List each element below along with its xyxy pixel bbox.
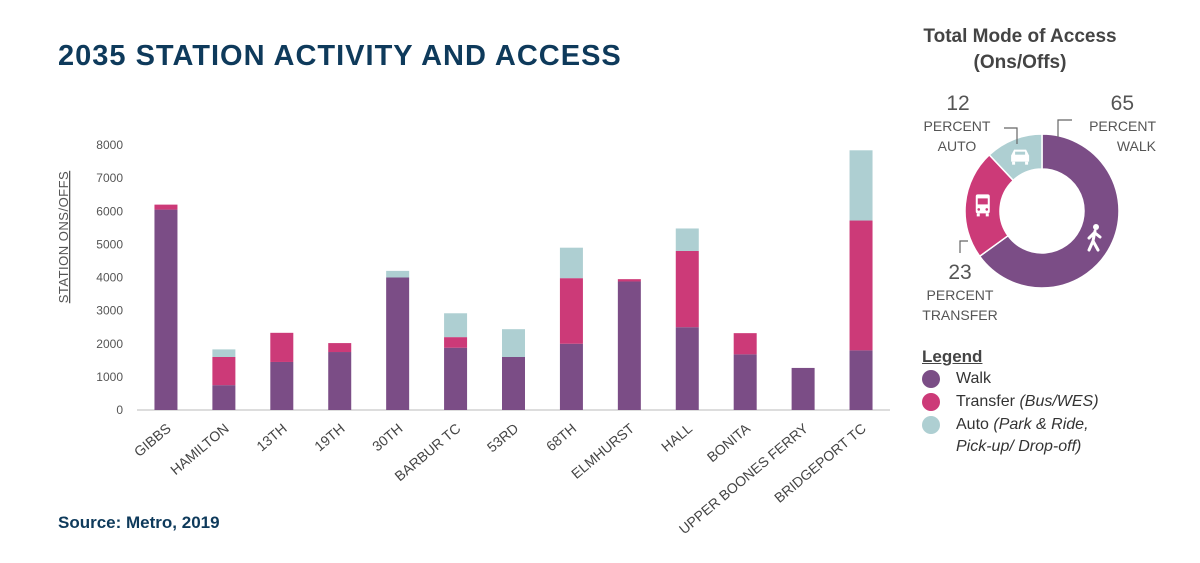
bar-walk xyxy=(270,361,294,410)
transfer-callout-line2: TRANSFER xyxy=(922,307,997,323)
bar-walk xyxy=(328,352,352,410)
bar-walk xyxy=(386,277,410,410)
auto-callout-value: 12 xyxy=(946,92,969,115)
donut-subtitle: (Ons/Offs) xyxy=(973,52,1067,73)
y-tick-label: 3000 xyxy=(96,304,123,318)
bar-transfer xyxy=(154,204,178,210)
bar-walk xyxy=(444,347,468,410)
car-icon xyxy=(1011,149,1030,165)
legend-swatch-walk xyxy=(922,370,940,388)
y-tick-label: 0 xyxy=(116,403,123,417)
legend-item-walk: Walk xyxy=(922,368,1099,390)
bar-transfer xyxy=(849,220,873,351)
walk-icon xyxy=(1087,224,1102,252)
y-tick-label: 4000 xyxy=(96,271,123,285)
y-tick-label: 5000 xyxy=(96,237,123,251)
donut-title-main: Total Mode of Access xyxy=(923,26,1117,47)
legend-label-auto: Auto xyxy=(956,416,989,433)
legend-note-auto: (Park & Ride, xyxy=(993,416,1089,433)
bar-walk xyxy=(791,367,815,410)
walk-callout-value: 65 xyxy=(1111,92,1134,115)
legend-item-transfer: Transfer (Bus/WES) xyxy=(922,391,1099,413)
x-tick-label: 19TH xyxy=(311,420,348,454)
bar-walk xyxy=(212,385,236,410)
stacked-bar-chart: 0 1000 2000 3000 4000 5000 6000 7000 8000 STATION… xyxy=(56,138,890,537)
legend-swatch-auto xyxy=(922,416,940,434)
bar-transfer xyxy=(444,337,468,348)
y-tick-label: 6000 xyxy=(96,204,123,218)
x-tick-label: 13TH xyxy=(253,420,290,454)
walk-callout-line2: WALK xyxy=(1117,138,1157,154)
source-note: Source: Metro, 2019 xyxy=(58,513,220,532)
transfer-callout-line1: PERCENT xyxy=(927,287,994,303)
bar-walk xyxy=(154,209,178,410)
bar-transfer xyxy=(617,279,641,282)
y-tick-label: 1000 xyxy=(96,370,123,384)
transfer-callout-value: 23 xyxy=(948,261,971,284)
legend-title: Legend xyxy=(922,347,983,366)
legend-swatch-transfer xyxy=(922,393,940,411)
bus-icon xyxy=(975,194,990,217)
x-tick-label: HALL xyxy=(658,420,695,455)
bar-auto xyxy=(559,247,583,279)
bar-walk xyxy=(617,281,641,410)
bar-auto xyxy=(849,150,873,221)
bar-auto xyxy=(444,313,468,338)
y-tick-label: 8000 xyxy=(96,138,123,152)
x-tick-label: HAMILTON xyxy=(167,420,232,478)
bar-transfer xyxy=(559,278,583,344)
bar-transfer xyxy=(270,332,294,362)
x-tick-label: 68TH xyxy=(543,420,580,454)
bar-walk xyxy=(733,354,757,410)
donut-title: Total Mode of Access (Ons/Offs) xyxy=(905,24,1135,76)
transfer-leader-line xyxy=(959,240,968,253)
bar-walk xyxy=(849,350,873,410)
y-tick-label: 2000 xyxy=(96,337,123,351)
bar-auto xyxy=(212,349,236,357)
legend-note-transfer: (Bus/WES) xyxy=(1019,393,1099,410)
bar-auto xyxy=(502,329,525,357)
x-tick-label: 30TH xyxy=(369,420,406,454)
donut-slice-walk xyxy=(978,133,1120,289)
y-tick-label: 7000 xyxy=(96,171,123,185)
auto-leader-line xyxy=(1004,127,1018,144)
bar-auto xyxy=(675,228,699,251)
x-tick-label: BONITA xyxy=(704,420,754,466)
auto-callout-line1: PERCENT xyxy=(924,118,991,134)
page-title: 2035 STATION ACTIVITY AND ACCESS xyxy=(58,40,622,72)
bar-transfer xyxy=(675,251,699,328)
bar-transfer xyxy=(328,343,352,353)
bar-auto xyxy=(386,270,410,278)
donut-chart: 65 PERCENT WALK 12 PERCENT AUTO 23 PERCENT TRANS… xyxy=(922,92,1157,323)
legend-note-auto-2: Pick-up/ Drop-off) xyxy=(956,438,1082,455)
x-tick-label: 53RD xyxy=(484,420,522,455)
bar-transfer xyxy=(212,357,236,386)
walk-leader-line xyxy=(1057,119,1072,137)
auto-callout-line2: AUTO xyxy=(938,138,977,154)
bar-transfer xyxy=(733,333,757,355)
legend-item-auto: Auto (Park & Ride, Pick-up/ Drop-off) xyxy=(922,414,1099,458)
bar-walk xyxy=(502,357,525,410)
bar-walk xyxy=(675,327,699,410)
x-tick-label: GIBBS xyxy=(131,420,174,460)
legend-label-transfer: Transfer xyxy=(956,393,1015,410)
bar-walk xyxy=(559,343,583,410)
legend-label-walk: Walk xyxy=(956,370,991,387)
x-tick-label: ELMHURST xyxy=(568,420,638,482)
walk-callout-line1: PERCENT xyxy=(1089,118,1156,134)
legend: Legend Walk Transfer (Bus/WES) Auto (Par… xyxy=(922,347,1099,458)
y-axis-label: STATION ONS/OFFS xyxy=(56,171,71,303)
